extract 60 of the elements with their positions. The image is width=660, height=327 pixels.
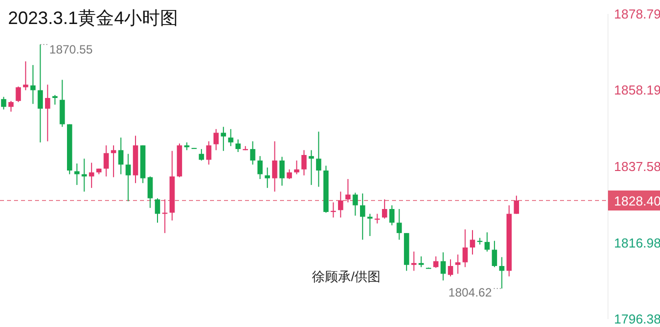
- candlestick: [8, 100, 14, 112]
- candlestick: [514, 195, 520, 214]
- candlestick: [433, 256, 438, 268]
- candlestick: [38, 44, 43, 143]
- candlestick: [462, 228, 468, 268]
- candlestick: [411, 251, 416, 272]
- candlestick: [213, 128, 219, 151]
- annotation: 徐顾承/供图: [312, 269, 381, 284]
- candlestick: [52, 94, 58, 106]
- candlestick: [235, 138, 241, 153]
- candlestick: [198, 148, 204, 162]
- candlestick: [104, 144, 109, 177]
- candlestick: [492, 240, 498, 268]
- candlestick: [294, 160, 300, 175]
- candlestick: [279, 156, 285, 186]
- y-tick-label: 1858.19: [614, 82, 660, 98]
- candlestick: [352, 192, 358, 216]
- candlestick: [45, 84, 50, 142]
- candlestick: [301, 150, 307, 176]
- y-tick-label: 1878.79: [614, 6, 660, 22]
- candlestick: [220, 126, 226, 152]
- candlestick: [396, 208, 402, 240]
- candlestick: [448, 258, 454, 277]
- candlestick: [118, 137, 124, 175]
- candlestick: [330, 202, 336, 218]
- candlestick: [455, 254, 460, 274]
- candlestick: [126, 153, 131, 202]
- candlestick: [264, 167, 270, 188]
- annotation: 1870.55: [49, 42, 93, 56]
- candlestick: [82, 158, 87, 192]
- candlestick: [316, 131, 322, 188]
- candlestick: [418, 256, 424, 268]
- candlestick: [162, 198, 168, 234]
- candlestick: [470, 230, 476, 256]
- candlestick: [272, 140, 278, 192]
- candlestick: [382, 198, 388, 220]
- candlestick: [440, 252, 446, 281]
- candlestick: [154, 198, 160, 224]
- candlestick: [345, 178, 351, 203]
- candlestick: [499, 256, 504, 290]
- candlestick: [23, 60, 28, 91]
- annotation: 1804.62: [448, 286, 492, 300]
- candlestick: [484, 232, 490, 252]
- candlestick: [206, 140, 212, 166]
- candlestick: [30, 64, 36, 104]
- candlestick: [228, 128, 234, 147]
- candlestick: [250, 140, 256, 166]
- candlestick: [16, 86, 21, 103]
- candlestick: [1, 96, 6, 110]
- candlestick: [257, 156, 263, 180]
- candlestick: [148, 176, 153, 208]
- candlestick: [338, 191, 344, 218]
- chart-title: 2023.3.1黄金4小时图: [8, 8, 178, 28]
- candlestick: [374, 213, 380, 224]
- candlestick: [389, 204, 395, 226]
- candlestick: [110, 144, 116, 178]
- candlestick: [360, 192, 366, 240]
- candlestick: [308, 150, 314, 186]
- candlestick: [88, 162, 94, 188]
- candlestick: [286, 168, 292, 180]
